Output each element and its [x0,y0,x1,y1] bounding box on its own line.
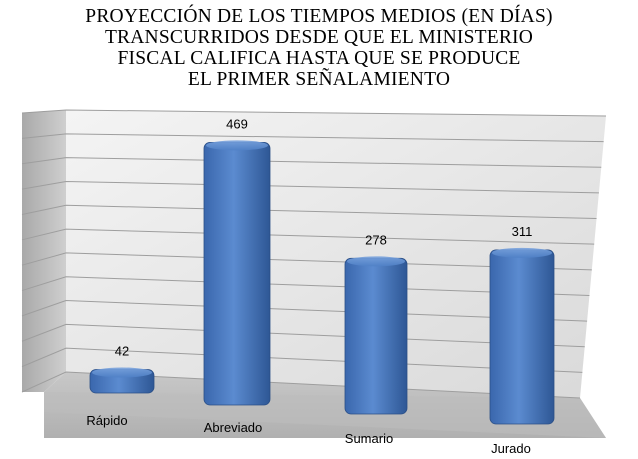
gridline [21,276,590,296]
data-label: 278 [365,232,387,247]
chart-title-line-1: PROYECCIÓN DE LOS TIEMPOS MEDIOS (EN DÍA… [85,6,553,27]
category-label: Jurado [491,441,531,456]
bar [89,367,155,394]
bar-top [92,367,152,378]
chart-title-line-3: FISCAL CALIFICA HASTA QUE SE PRODUCE [117,48,521,69]
bar [489,247,555,425]
gridline [21,323,585,348]
data-label: 469 [226,116,248,131]
category-labels: Rápido Abreviado Sumario Jurado [86,413,530,456]
data-labels: 42 469 278 311 [115,116,533,358]
category-label: Rápido [86,413,127,428]
gridline [21,252,592,271]
bars [89,140,555,425]
gridline [21,228,595,245]
bar-front [489,249,555,425]
gridline [21,371,581,399]
category-label: Abreviado [204,420,263,435]
bar-top [206,140,268,151]
gridline [21,204,597,220]
gridline [21,157,602,168]
bar-top [492,247,552,258]
chart-side-wall [22,110,66,392]
chart-title: PROYECCIÓN DE LOS TIEMPOS MEDIOS (EN DÍA… [0,6,638,90]
bar [344,256,408,415]
chart-title-line-2: TRANSCURRIDOS DESDE QUE EL MINISTERIO [104,27,534,48]
gridline [21,133,604,143]
gridline [21,347,583,373]
category-label: Sumario [345,431,393,446]
gridline [21,109,607,117]
bar-front [344,257,408,415]
data-label: 311 [512,224,533,239]
bar-front [203,141,271,406]
bar-top [347,256,405,267]
gridline [21,180,599,194]
chart-title-line-4: EL PRIMER SEÑALAMIENTO [187,69,451,90]
chart-back-wall [66,110,606,398]
gridlines [21,109,607,399]
bar [203,140,271,406]
data-label: 42 [115,343,129,358]
gridline [21,300,588,322]
